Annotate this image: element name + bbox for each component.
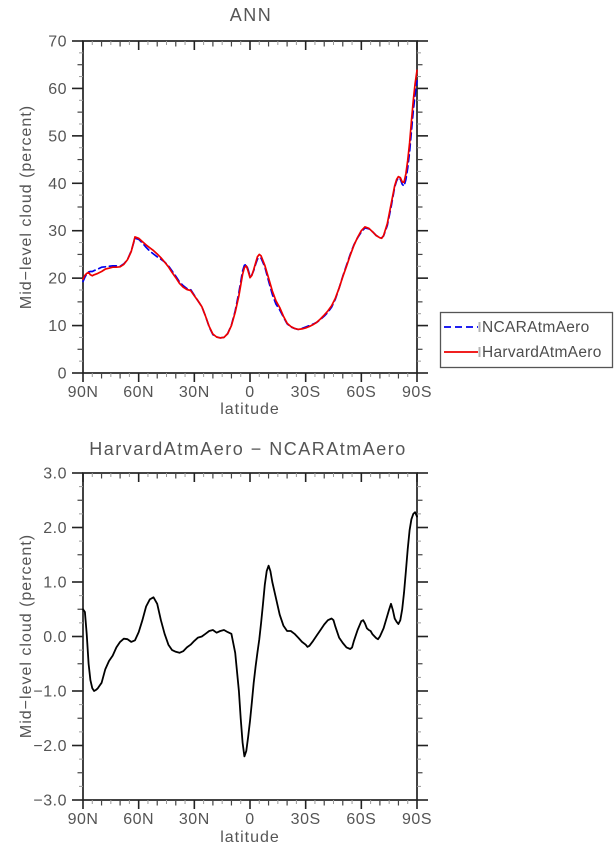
top-chart-xlabel: latitude [220,401,280,418]
top-chart-ylabel: Mid−level cloud (percent) [18,105,35,309]
x-tick-label: 60S [346,811,376,828]
series-ncaratmaero [82,79,418,339]
y-tick-label: 10 [48,318,67,335]
y-tick-label: 0 [58,366,67,383]
x-tick-label: 30N [179,384,210,401]
legend-label: HarvardAtmAero [482,344,602,361]
legend: NCARAtmAero HarvardAtmAero [439,311,614,369]
y-axis-ticks [72,40,428,374]
x-tick-label: 30N [179,811,210,828]
top-chart-title: ANN [230,5,273,25]
y-tick-label: 30 [48,223,67,240]
y-axis-ticks [72,472,428,801]
legend-box [439,311,614,369]
x-axis-ticks [82,473,418,809]
y-tick-label: 2.0 [43,520,67,537]
x-tick-label: 90S [402,384,432,401]
x-tick-label: 90N [68,384,99,401]
legend-label: NCARAtmAero [482,319,590,336]
y-tick-label: −1.0 [33,684,67,701]
bottom-chart-plot-area: 90N 60N 30N 0 30S 60S 90S −3.0 −2.0 −1.0 0.0 1.0 2.0… [33,466,432,829]
y-tick-label: −3.0 [33,793,67,810]
x-tick-label: 60S [346,384,376,401]
bottom-chart-title: HarvardAtmAero − NCARAtmAero [89,439,407,459]
x-tick-label: 30S [291,384,321,401]
y-tick-label: 60 [48,81,67,98]
x-tick-label: 30S [291,811,321,828]
x-tick-label: 0 [245,811,254,828]
x-tick-label: 90S [402,811,432,828]
x-tick-label: 60N [123,811,154,828]
y-tick-label: −2.0 [33,738,67,755]
x-tick-label: 60N [123,384,154,401]
series-harvardatmaero [82,69,418,339]
x-tick-label: 90N [68,811,99,828]
x-tick-label: 0 [245,384,254,401]
y-tick-label: 50 [48,128,67,145]
y-tick-label: 3.0 [43,466,67,483]
bottom-chart-ylabel: Mid−level cloud (percent) [18,534,35,738]
y-tick-label: 0.0 [43,629,67,646]
y-tick-label: 1.0 [43,575,67,592]
x-axis-ticks [82,41,418,382]
y-tick-label: 40 [48,176,67,193]
bottom-chart: 90N 60N 30N 0 30S 60S 90S −3.0 −2.0 −1.0 0.0 1.0 2.0… [18,439,432,846]
bottom-chart-xlabel: latitude [220,829,280,846]
top-chart: 90N 60N 30N 0 30S 60S 90S 0 10 20 30 40 50 60 70 ANN M… [18,5,614,418]
plot-frame [82,40,418,374]
top-chart-plot-area: 90N 60N 30N 0 30S 60S 90S 0 10 20 30 40 50 60 70 [48,34,432,402]
series-harvardatmaero-ncaratmaero [82,511,418,758]
plot-frame [82,472,418,801]
y-tick-label: 20 [48,271,67,288]
y-tick-label: 70 [48,34,67,51]
